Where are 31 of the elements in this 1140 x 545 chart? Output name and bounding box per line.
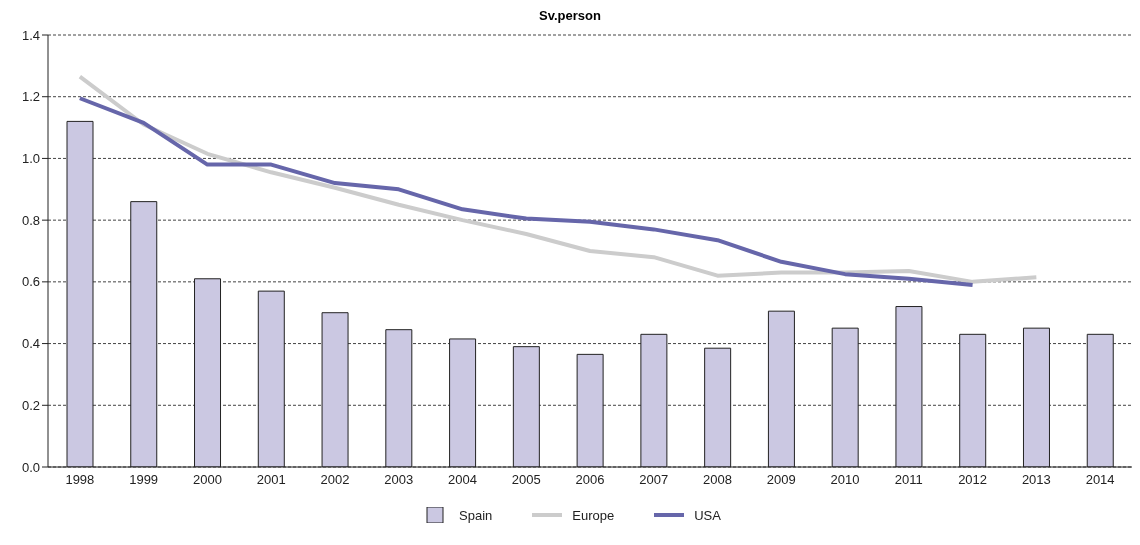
y-tick-label: 1.2 bbox=[21, 89, 40, 105]
x-tick-label: 1999 bbox=[129, 472, 159, 488]
line-series bbox=[77, 96, 975, 287]
line-series bbox=[77, 74, 1039, 284]
y-tick-label: 0.2 bbox=[21, 397, 40, 413]
x-tick-label: 2003 bbox=[384, 472, 414, 488]
x-tick-label: 2013 bbox=[1021, 472, 1051, 488]
x-tick-label: 2012 bbox=[958, 472, 988, 488]
chart-title: Sv.person bbox=[538, 8, 602, 23]
x-tick-label: 1998 bbox=[65, 472, 95, 488]
x-tick-label: 2001 bbox=[256, 472, 286, 488]
x-tick-label: 2005 bbox=[511, 472, 541, 488]
x-tick-label: 2011 bbox=[894, 472, 923, 488]
x-tick-label: 2010 bbox=[830, 472, 860, 488]
x-tick-label: 2006 bbox=[575, 472, 605, 488]
x-tick-label: 2009 bbox=[766, 472, 796, 488]
x-tick-label: 2014 bbox=[1085, 472, 1115, 488]
legend-label: Spain bbox=[459, 507, 493, 523]
legend-label: USA bbox=[694, 507, 721, 523]
y-tick-label: 0.4 bbox=[21, 336, 40, 352]
x-tick-label: 2000 bbox=[192, 472, 222, 488]
x-tick-label: 2004 bbox=[448, 472, 477, 488]
legend-label: Europe bbox=[572, 507, 615, 523]
x-tick-label: 2007 bbox=[639, 472, 669, 488]
y-tick-label: 0.0 bbox=[21, 459, 40, 475]
y-tick-label: 1.4 bbox=[21, 27, 40, 43]
x-tick-label: 2002 bbox=[320, 472, 350, 488]
y-tick-label: 0.6 bbox=[21, 274, 40, 290]
y-tick-label: 0.8 bbox=[21, 212, 40, 228]
y-tick-label: 1.0 bbox=[21, 151, 40, 167]
x-tick-label: 2008 bbox=[703, 472, 732, 488]
